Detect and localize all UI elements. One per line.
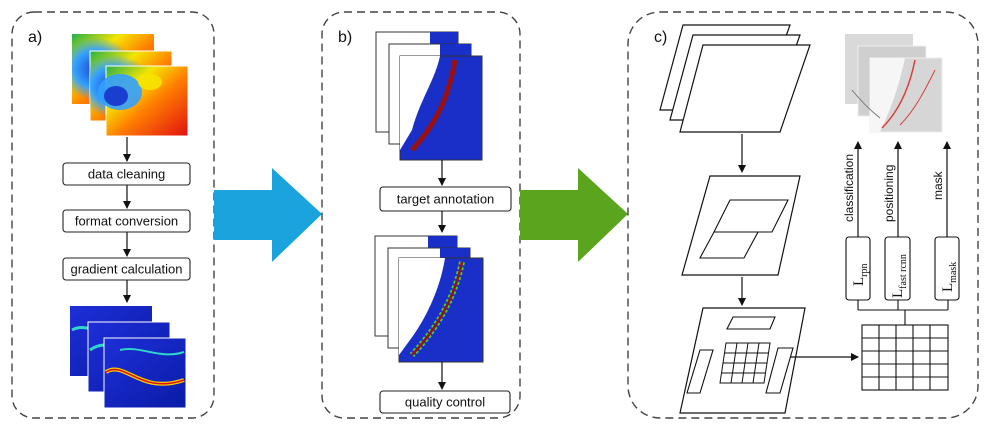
step-target-annotation [379,186,512,212]
output-classification-label: classification [842,154,856,222]
panel-a-label: a) [28,29,42,46]
panel-a-border [11,11,215,419]
panel-a: a) data cleaning format conversion gradi… [11,11,215,419]
step-target-annotation-label: target annotation [397,192,495,207]
panel-c-border [627,11,979,419]
step-data-cleaning-label: data cleaning [88,167,165,182]
output-mask-label: mask [931,170,945,200]
panel-c: c) [627,11,979,419]
step-format-conversion-label: format conversion [75,214,178,229]
step-quality-control-label: quality control [405,395,485,410]
step-quality-control [379,390,511,414]
panel-b-label: b) [338,29,352,46]
annotated-map-stack-bottom [374,235,484,363]
detection-result-image [845,34,943,133]
loss-mask-label: Lmask [940,262,959,292]
fixed-feature-grid [861,324,949,391]
loss-connectors [857,300,949,325]
output-positioning-label: positioning [882,165,896,222]
panel-b: b) target annotation quality control [321,11,521,419]
arrow-a-to-b [214,168,322,262]
arrow-b-to-c [520,168,628,262]
roi-align-plane [679,307,806,414]
panel-c-label: c) [654,29,667,46]
loss-rpn-label: Lrpn [851,263,870,286]
annotated-map-stack-top [375,31,483,161]
step-gradient-calculation-label: gradient calculation [70,262,182,277]
feature-map [681,175,801,276]
temperature-map-stack [72,34,189,137]
input-image-stack [659,24,811,133]
loss-fast-rcnn-label: Lfast rcnn [890,254,909,298]
gradient-map-stack [70,306,187,409]
